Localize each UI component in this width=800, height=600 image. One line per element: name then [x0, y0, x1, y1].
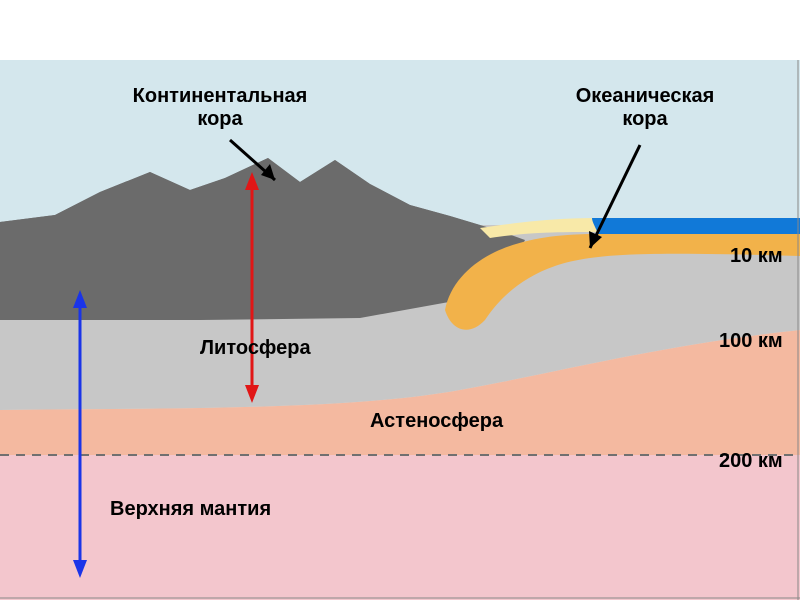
continental-line2: кора — [105, 108, 335, 131]
asthenosphere-label: Астеносфера — [370, 410, 503, 433]
lithosphere-label: Литосфера — [200, 337, 311, 360]
oceanic-crust-label: Океаническая кора — [545, 85, 745, 131]
oceanic-line1: Океаническая — [545, 85, 745, 108]
depth-200km: 200 км — [719, 450, 783, 473]
continental-crust-label: Континентальная кора — [105, 85, 335, 131]
continental-line1: Континентальная — [105, 85, 335, 108]
ocean-layer — [592, 218, 800, 234]
upper-mantle-layer — [0, 455, 800, 600]
depth-10km: 10 км — [730, 245, 783, 268]
earth-crust-diagram: Континентальная кора Океаническая кора Л… — [0, 0, 800, 600]
top-margin — [0, 0, 800, 60]
oceanic-line2: кора — [545, 108, 745, 131]
upper-mantle-label: Верхняя мантия — [110, 498, 271, 521]
depth-100km: 100 км — [719, 330, 783, 353]
